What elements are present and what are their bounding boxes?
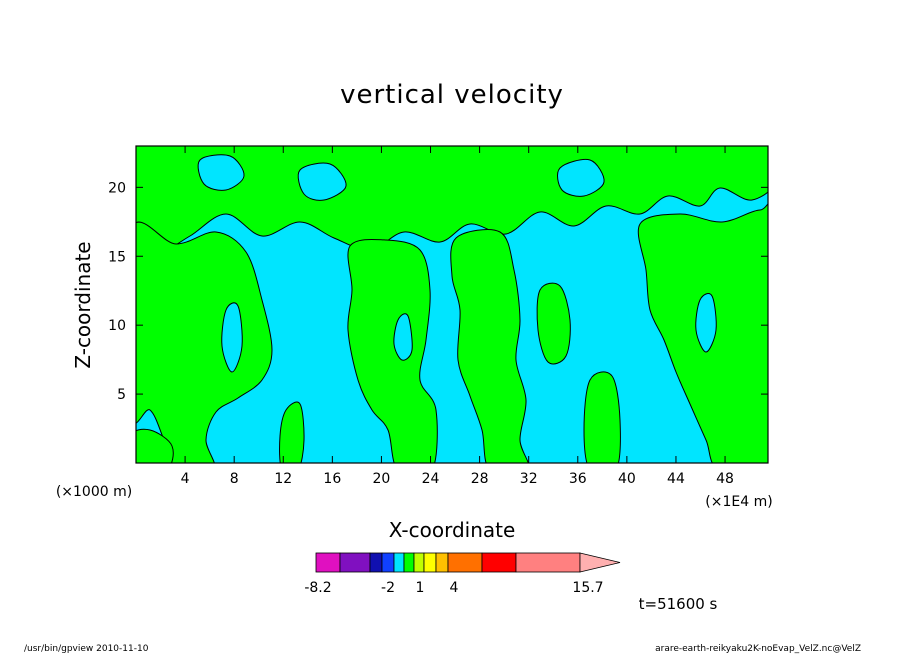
positive-region: [279, 401, 305, 463]
colorbar-swatch: [481, 552, 517, 573]
x-unit-left: (×1000 m): [56, 484, 132, 500]
colorbar-swatch: [315, 552, 341, 573]
x-tick-label: 24: [422, 471, 440, 487]
colorbar-tick-label: 4: [450, 580, 459, 596]
negative-island: [297, 162, 347, 201]
negative-island: [393, 313, 413, 361]
colorbar-tick-label: 15.7: [572, 580, 603, 596]
colorbar-swatch: [393, 552, 405, 573]
colorbar-swatch: [423, 552, 437, 573]
colorbar: [315, 552, 621, 573]
y-tick-label: 15: [108, 249, 126, 265]
x-tick-label: 40: [618, 471, 636, 487]
x-tick-label: 12: [274, 471, 292, 487]
positive-region: [136, 146, 768, 253]
colorbar-swatch: [381, 552, 395, 573]
x-tick-label: 4: [181, 471, 190, 487]
y-axis-label: Z-coordinate: [71, 241, 95, 368]
colorbar-arrow: [579, 552, 621, 573]
x-tick-label: 8: [230, 471, 239, 487]
footer-left: /usr/bin/gpview 2010-11-10: [24, 644, 149, 654]
time-label: t=51600 s: [639, 595, 718, 613]
negative-island: [221, 302, 243, 373]
colorbar-ticks: -8.2 -2 1 4 15.7: [304, 580, 603, 596]
positive-region: [583, 371, 621, 463]
x-tick-label: 20: [373, 471, 391, 487]
positive-velocity-regions: [136, 146, 768, 463]
footer-right: arare-earth-reikyaku2K-noEvap_VelZ.nc@Ve…: [655, 644, 861, 654]
negative-island: [557, 158, 605, 197]
colorbar-swatch: [339, 552, 371, 573]
positive-region: [536, 282, 571, 365]
x-tick-label: 36: [569, 471, 587, 487]
x-unit-right: (×1E4 m): [705, 494, 772, 510]
x-tick-label: 16: [323, 471, 341, 487]
positive-region: [450, 229, 529, 463]
x-axis-ticks: 4 8 12 16 20 24 28 32 36 40 44 48: [181, 146, 734, 487]
x-tick-label: 44: [667, 471, 685, 487]
y-tick-label: 5: [117, 387, 126, 403]
colorbar-swatch: [447, 552, 483, 573]
negative-island: [197, 154, 245, 191]
x-tick-label: 48: [716, 471, 734, 487]
x-tick-label: 32: [520, 471, 538, 487]
x-axis-label: X-coordinate: [389, 518, 516, 542]
y-tick-label: 10: [108, 318, 126, 334]
plot-frame: [135, 145, 769, 464]
colorbar-swatch: [403, 552, 415, 573]
y-tick-label: 20: [108, 180, 126, 196]
negative-island: [695, 293, 717, 353]
colorbar-tick-label: -2: [381, 580, 395, 596]
colorbar-swatch: [515, 552, 581, 573]
chart-title: vertical velocity: [340, 80, 564, 110]
colorbar-swatch: [369, 552, 383, 573]
colorbar-swatch: [413, 552, 425, 573]
y-axis-ticks: 5 10 15 20: [108, 180, 768, 403]
positive-region: [347, 238, 438, 463]
colorbar-tick-label: -8.2: [304, 580, 331, 596]
x-tick-label: 28: [471, 471, 489, 487]
positive-region: [136, 221, 273, 463]
colorbar-swatch: [435, 552, 449, 573]
positive-region: [136, 428, 174, 463]
colorbar-tick-label: 1: [416, 580, 425, 596]
